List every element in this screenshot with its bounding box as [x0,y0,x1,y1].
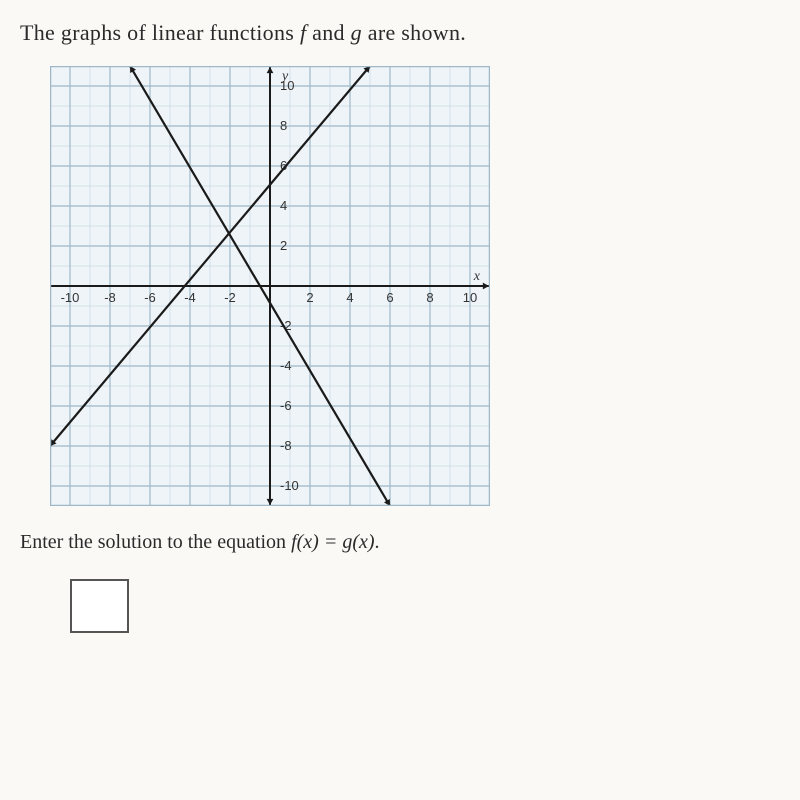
svg-text:-10: -10 [61,290,80,305]
svg-text:-10: -10 [280,478,299,493]
graph-container: -10-8-6-4-2246810-10-8-6-4-2246810xy [50,66,780,511]
var-g: g [351,20,362,45]
svg-text:10: 10 [463,290,477,305]
prompt-text: Enter the solution to the equation f(x) … [20,531,780,554]
svg-text:2: 2 [306,290,313,305]
prompt-prefix: Enter the solution to the equation [20,531,291,553]
question-prefix: The graphs of linear functions [20,20,300,45]
question-mid: and [306,20,350,45]
svg-text:4: 4 [280,198,287,213]
prompt-suffix: . [375,531,380,553]
answer-input-box[interactable] [70,579,129,633]
svg-text:-2: -2 [224,290,236,305]
svg-text:x: x [473,269,481,284]
svg-text:-6: -6 [144,290,156,305]
coordinate-graph: -10-8-6-4-2246810-10-8-6-4-2246810xy [50,66,490,506]
svg-text:6: 6 [386,290,393,305]
svg-text:-8: -8 [104,290,116,305]
svg-text:8: 8 [426,290,433,305]
svg-text:-8: -8 [280,438,292,453]
equation: f(x) = g(x) [291,531,374,553]
question-text: The graphs of linear functions f and g a… [20,20,780,46]
svg-text:y: y [280,69,289,84]
svg-text:-4: -4 [184,290,196,305]
svg-text:-6: -6 [280,398,292,413]
svg-text:2: 2 [280,238,287,253]
svg-text:8: 8 [280,118,287,133]
question-suffix: are shown. [362,20,466,45]
svg-text:-4: -4 [280,358,292,373]
svg-text:4: 4 [346,290,353,305]
